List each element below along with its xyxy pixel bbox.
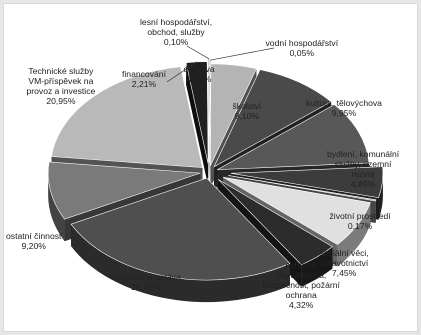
- pie-slice-edge: [301, 246, 333, 287]
- pie-slice-top: [222, 176, 371, 245]
- slice-label-name: vodní hospodářství: [265, 38, 339, 48]
- slice-label-value: 4,89%: [350, 179, 376, 189]
- slice-label-value: 7,45%: [331, 268, 357, 278]
- pie-slice-top: [217, 104, 370, 170]
- pie-slice-top: [213, 69, 332, 168]
- pie-slice-top: [47, 161, 201, 220]
- slice-label-name: zdravotnictví: [319, 258, 369, 268]
- slice-label-name: ochrana: [285, 260, 317, 270]
- slice-label-name: provoz a investice: [26, 86, 96, 96]
- slice-label: Technické služby VM-příspěvek na provoz a …: [27, 66, 96, 106]
- leader-line: [186, 45, 210, 60]
- slice-label-name: Technické služby: [28, 66, 94, 76]
- slice-label: kultura, tělovýchova 9,95%: [306, 98, 382, 118]
- pie-slice-top: [210, 63, 257, 166]
- slice-label-value: 9,95%: [331, 108, 357, 118]
- pie-slice-wall: [186, 62, 209, 186]
- slice-label-name: bydlení, komunální: [327, 149, 400, 159]
- slice-label-name: ostatní činnost: [6, 231, 62, 241]
- slice-label: školství 9,10%: [233, 101, 262, 121]
- slice-label-name: rozvoj: [351, 169, 375, 179]
- slice-label-value: 4,32%: [289, 300, 314, 310]
- slice-label: všeobecná správa 26,76%: [111, 272, 181, 292]
- slice-label-name: sociální věci,: [319, 248, 369, 258]
- slice-label-value: 0,05%: [289, 48, 314, 58]
- slice-label-name: doprava: [183, 64, 215, 74]
- chart-frame: vodní hospodářství 0,05% doprava 4,85% škols…: [3, 3, 418, 332]
- pie-slice: [70, 177, 291, 303]
- slice-label-value: 9,10%: [234, 111, 260, 121]
- slice-label-name: školství: [232, 101, 262, 111]
- slice-label-value: 0,17%: [347, 221, 373, 231]
- pie-slice-top: [51, 66, 203, 168]
- slice-label: lesní hospodářství, obchod, služby 0,10%: [140, 17, 212, 47]
- pie-slice-top: [230, 166, 384, 199]
- pie-slice-edge: [48, 173, 65, 242]
- slice-label-name: kultura, tělovýchova: [306, 98, 382, 108]
- slice-label-value: 20,95%: [46, 96, 76, 106]
- slice-label: sociální věci, zdravotnictví 7,45%: [320, 248, 369, 278]
- slice-label-name: obyvatelstva,: [276, 270, 327, 280]
- leader-line: [209, 47, 275, 61]
- slice-label-value: 0,10%: [163, 37, 189, 47]
- slice-label-name: bezpečnost, požární: [262, 280, 340, 290]
- slice-label: financování 2,21%: [122, 69, 166, 89]
- pie-slice-edge: [378, 173, 383, 220]
- slice-label: doprava 4,85%: [184, 64, 215, 84]
- slice-label-name: životní prostředí: [329, 211, 391, 221]
- slice-label-name: ochrana: [285, 290, 317, 300]
- slice-label: bydlení, komunální služby, územní rozvoj 4,…: [327, 149, 399, 189]
- slice-label-value: 26,76%: [131, 282, 161, 292]
- pie-slice-top: [228, 175, 377, 202]
- pie-slice-edge: [71, 224, 290, 303]
- leader-line: [166, 61, 197, 83]
- slice-label-name: obchod, služby: [147, 27, 205, 37]
- slice-label-name: financování: [122, 69, 166, 79]
- slice-label-value: 2,21%: [131, 79, 157, 89]
- pie-slice-top: [217, 179, 333, 266]
- slice-label: ostatní činnost 9,20%: [6, 231, 61, 251]
- slice-label-name: lesní hospodářství,: [140, 17, 213, 27]
- slice-label-name: všeobecná správa: [111, 272, 181, 282]
- slice-label: ochrana obyvatelstva, bezpečnost, požární o…: [263, 260, 340, 310]
- slice-label-value: 9,20%: [21, 241, 46, 251]
- pie-slice-top: [70, 177, 291, 281]
- slice-label: vodní hospodářství 0,05%: [266, 38, 339, 58]
- slice-label-name: služby, územní: [334, 159, 392, 169]
- slice-label-value: 4,85%: [186, 74, 212, 84]
- slice-label: životní prostředí 0,17%: [330, 211, 391, 231]
- pie-chart: [47, 45, 384, 303]
- slice-label-name: VM-příspěvek na: [28, 76, 94, 86]
